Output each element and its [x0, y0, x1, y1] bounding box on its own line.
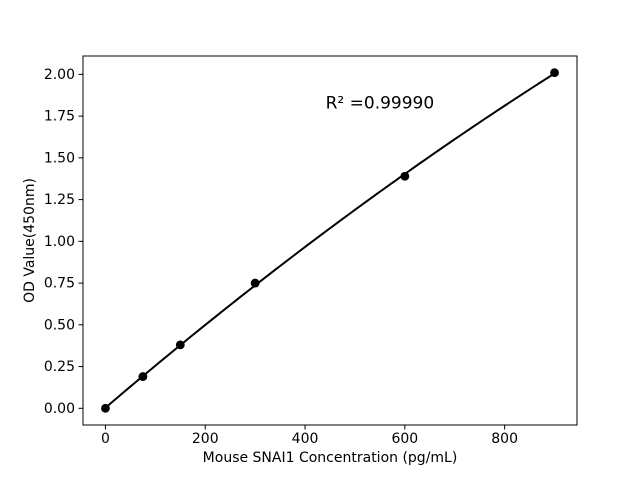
data-point-marker	[400, 171, 410, 181]
y-tick-label: 2.00	[44, 67, 75, 83]
y-tick-label: 0.50	[44, 317, 75, 333]
y-tick-label: 0.75	[44, 276, 75, 292]
r-squared-annotation: R² =0.99990	[326, 93, 435, 113]
y-tick-label: 1.75	[44, 109, 75, 125]
x-axis-label: Mouse SNAI1 Concentration (pg/mL)	[203, 450, 458, 466]
x-tick-label: 600	[391, 431, 418, 447]
x-tick-label: 800	[491, 431, 518, 447]
data-point-marker	[101, 403, 110, 413]
y-tick-label: 1.00	[44, 234, 75, 250]
data-point-marker	[250, 278, 260, 288]
y-tick-label: 0.25	[44, 359, 75, 375]
x-tick-label: 400	[292, 431, 319, 447]
y-axis-label: OD Value(450nm)	[22, 178, 38, 303]
x-tick-label: 0	[101, 431, 110, 447]
data-point-marker	[138, 372, 148, 381]
x-tick-label: 200	[192, 431, 219, 447]
data-point-marker	[550, 68, 559, 78]
y-tick-label: 1.25	[44, 192, 75, 208]
y-tick-label: 1.50	[44, 150, 75, 166]
data-point-marker	[175, 340, 185, 350]
axes-spines	[82, 55, 578, 426]
y-tick-label: 0.00	[44, 401, 75, 417]
